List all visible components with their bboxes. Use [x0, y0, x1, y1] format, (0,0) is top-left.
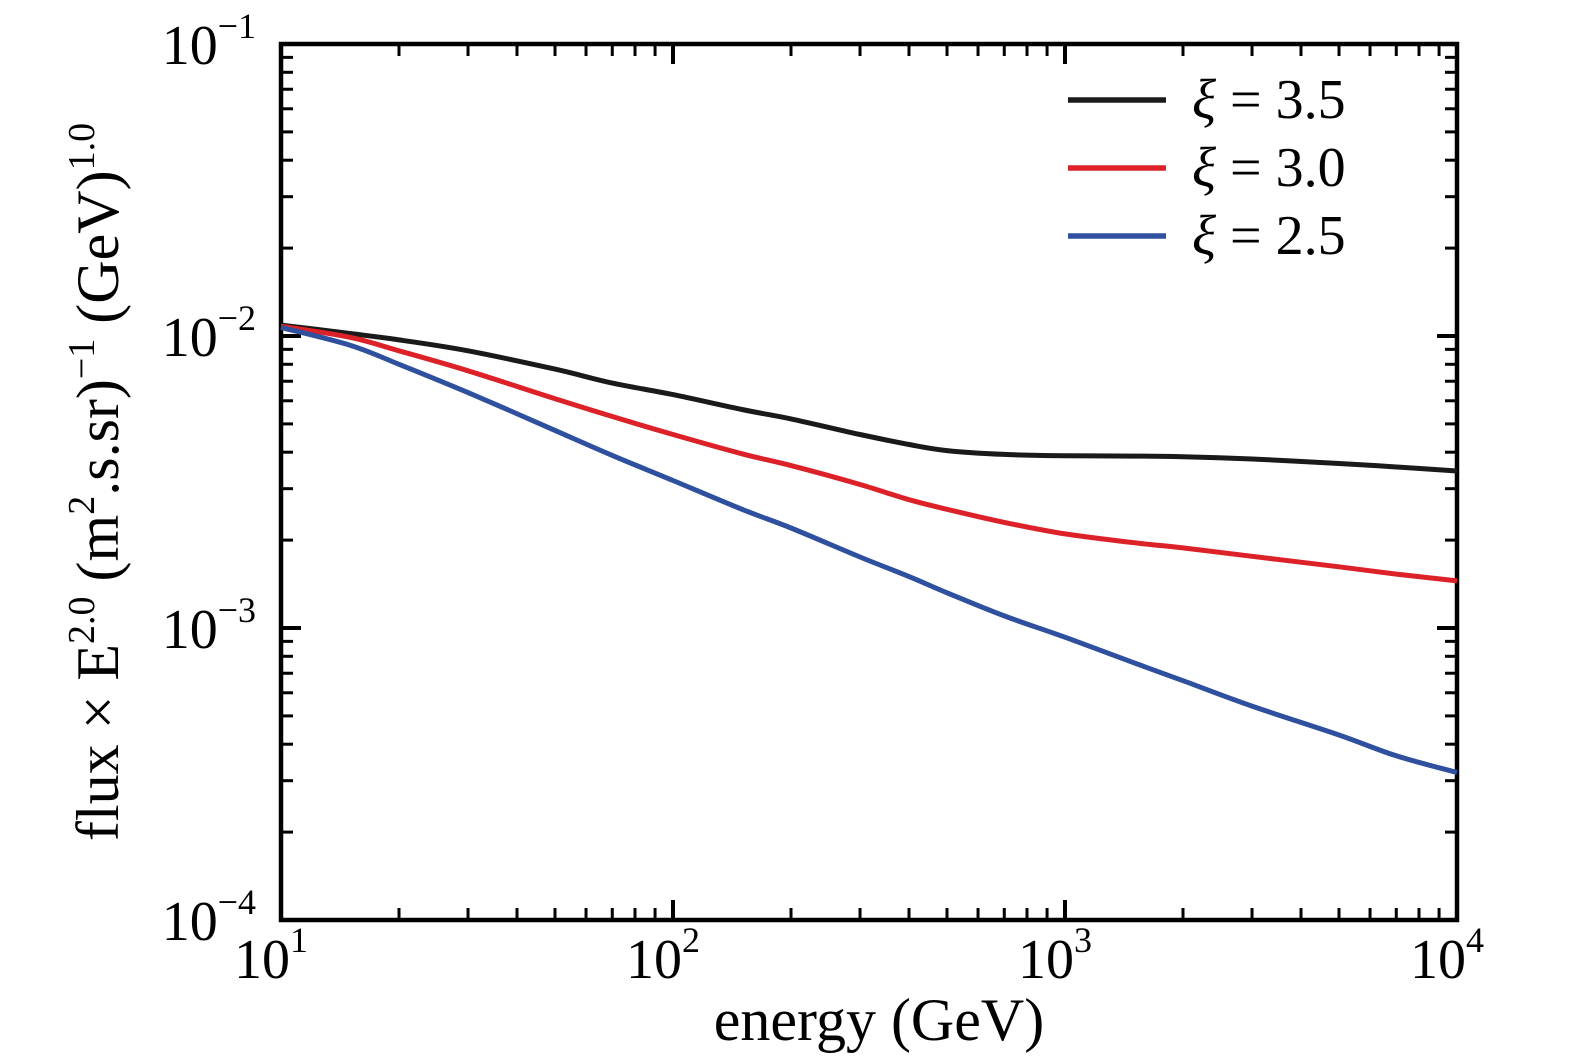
y-axis-label: flux × E2.0 (m2.s.sr)−1 (GeV)1.0 [61, 123, 131, 841]
legend-item-xi-3.0: ξ = 3.0 [1068, 137, 1346, 199]
x-tick-label-10e2: 102 [626, 920, 700, 991]
x-tick-label-10e1: 101 [234, 920, 308, 991]
plot-frame [278, 41, 1460, 923]
legend-label-xi-3.0: ξ = 3.0 [1192, 137, 1346, 199]
legend-label-xi-3.5: ξ = 3.5 [1192, 69, 1346, 131]
y-tick-label-10e−3: 10−3 [162, 590, 256, 661]
x-tick-label-10e4: 104 [1410, 920, 1484, 991]
curve-xi-3.5 [280, 322, 1458, 474]
y-tick-label-10e−1: 10−1 [162, 6, 256, 77]
x-axis-label: energy (GeV) [714, 987, 1044, 1053]
x-tick-label-10e3: 103 [1018, 920, 1092, 991]
legend-label-xi-2.5: ξ = 2.5 [1192, 205, 1346, 267]
legend: ξ = 3.5ξ = 3.0ξ = 2.5 [1068, 69, 1346, 267]
legend-item-xi-2.5: ξ = 2.5 [1068, 205, 1346, 267]
curve-xi-3.0 [280, 323, 1458, 584]
legend-item-xi-3.5: ξ = 3.5 [1068, 69, 1346, 131]
y-tick-label-10e−2: 10−2 [162, 298, 256, 369]
y-tick-label-10e−4: 10−4 [162, 882, 256, 953]
curve-xi-2.5 [280, 324, 1458, 775]
